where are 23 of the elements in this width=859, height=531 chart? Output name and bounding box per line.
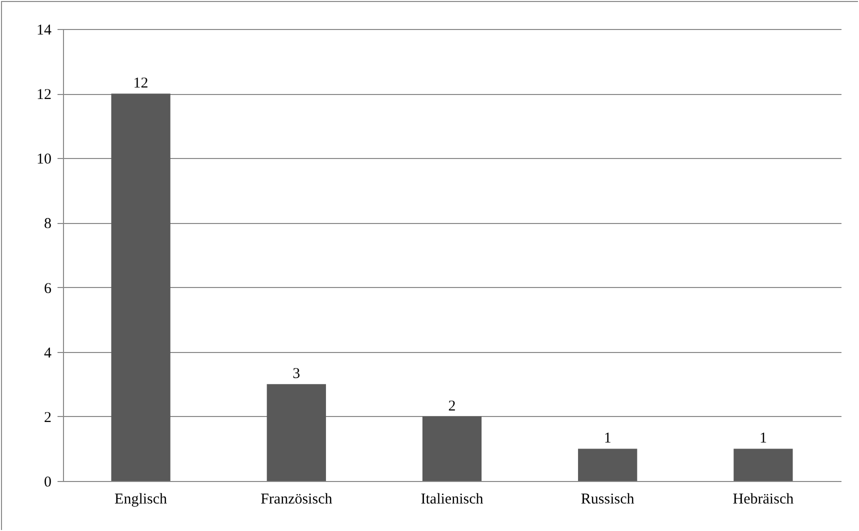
y-tick-label: 4 <box>44 345 52 362</box>
y-tick-label: 12 <box>36 87 52 104</box>
bar <box>578 448 638 481</box>
bar <box>266 384 326 481</box>
x-tick-label: Russisch <box>580 492 635 508</box>
y-tick-label: 10 <box>36 152 52 168</box>
bar <box>111 94 170 481</box>
x-tick-label: Französisch <box>260 492 333 508</box>
y-tick-label: 14 <box>36 22 52 38</box>
data-label: 12 <box>133 76 148 92</box>
data-label: 2 <box>448 398 456 414</box>
y-tick-label: 8 <box>44 216 52 232</box>
y-tick-label: 0 <box>44 474 52 490</box>
data-label: 3 <box>292 366 300 382</box>
x-tick-label: Hebräisch <box>732 492 794 508</box>
bar <box>734 448 793 481</box>
y-tick-label: 6 <box>44 280 52 297</box>
x-tick-label: Englisch <box>114 492 168 508</box>
data-label: 1 <box>604 430 612 447</box>
data-label: 1 <box>759 430 767 447</box>
x-tick-label: Italienisch <box>420 492 484 508</box>
y-tick-label: 2 <box>44 410 52 426</box>
bar <box>422 416 482 481</box>
